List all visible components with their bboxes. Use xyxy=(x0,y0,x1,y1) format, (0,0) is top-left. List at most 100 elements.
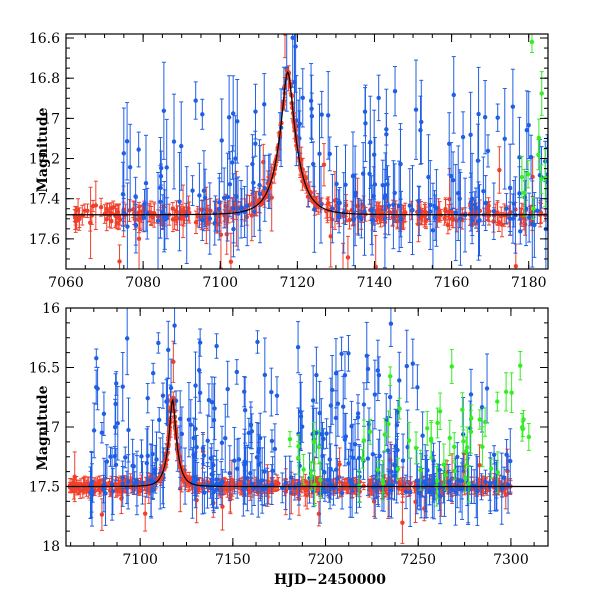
data-point xyxy=(434,205,439,211)
data-point xyxy=(491,209,497,214)
y-tick-label: 17.6 xyxy=(29,232,60,248)
data-point xyxy=(177,199,182,204)
data-point xyxy=(539,91,544,96)
data-point xyxy=(468,392,474,397)
data-point xyxy=(384,132,389,137)
data-point xyxy=(365,456,371,461)
data-point xyxy=(202,490,207,495)
data-point xyxy=(250,161,255,167)
data-point xyxy=(230,160,235,165)
data-point xyxy=(115,421,120,426)
data-point xyxy=(539,176,544,182)
data-point xyxy=(290,35,295,41)
data-point xyxy=(74,215,79,221)
data-point xyxy=(133,194,138,199)
data-point xyxy=(133,222,138,228)
data-point xyxy=(328,234,333,239)
data-point xyxy=(526,122,531,128)
data-point xyxy=(458,216,463,222)
data-point xyxy=(225,487,230,493)
data-point xyxy=(443,208,448,214)
data-point xyxy=(393,444,398,449)
data-point xyxy=(450,178,456,183)
data-point xyxy=(227,182,233,187)
data-point xyxy=(218,232,224,237)
x-tick-label: 7120 xyxy=(280,275,316,291)
data-point xyxy=(200,218,205,223)
data-point xyxy=(145,453,150,459)
data-point xyxy=(507,216,513,221)
data-point xyxy=(392,190,397,196)
data-point xyxy=(382,216,388,221)
y-tick-label: 17.4 xyxy=(29,192,60,208)
data-point xyxy=(472,202,478,207)
data-point xyxy=(394,423,400,428)
data-point xyxy=(346,351,351,356)
data-point xyxy=(120,192,126,197)
data-point xyxy=(245,203,250,209)
data-point xyxy=(545,179,548,185)
data-point xyxy=(164,165,169,170)
x-tick-label: 7180 xyxy=(511,275,547,291)
data-point xyxy=(476,218,481,224)
data-point xyxy=(380,183,385,188)
data-point xyxy=(387,394,393,400)
data-point xyxy=(201,188,207,193)
data-point xyxy=(221,195,227,201)
data-point xyxy=(507,185,513,191)
data-point xyxy=(304,493,310,498)
data-point xyxy=(404,363,409,369)
data-point xyxy=(300,95,305,101)
data-point xyxy=(105,208,110,214)
data-point xyxy=(211,463,216,468)
data-point xyxy=(319,112,324,117)
data-point xyxy=(350,173,356,179)
data-point xyxy=(499,222,505,227)
data-point xyxy=(123,455,128,460)
data-point xyxy=(524,127,530,133)
data-point xyxy=(110,489,116,494)
data-point xyxy=(325,113,331,118)
data-point xyxy=(251,209,257,215)
data-point xyxy=(98,205,104,210)
data-point xyxy=(88,220,93,225)
data-point xyxy=(485,148,491,154)
data-point xyxy=(535,208,540,213)
data-point xyxy=(205,438,210,444)
data-point xyxy=(410,207,415,213)
data-point xyxy=(475,158,481,163)
data-point xyxy=(212,220,217,226)
data-point xyxy=(468,132,473,137)
data-point xyxy=(190,188,195,193)
data-point xyxy=(186,417,192,422)
x-tick-label: 7140 xyxy=(357,275,393,291)
data-point xyxy=(457,196,462,201)
data-point xyxy=(99,512,105,517)
data-point xyxy=(352,442,358,447)
data-point xyxy=(139,454,144,459)
data-point xyxy=(451,92,456,98)
data-point xyxy=(148,210,154,215)
data-point xyxy=(417,209,422,214)
data-point xyxy=(392,88,398,94)
data-point xyxy=(314,372,319,378)
data-point xyxy=(324,431,329,436)
data-point xyxy=(518,229,523,234)
data-point xyxy=(239,205,245,210)
data-point xyxy=(356,214,361,220)
data-point xyxy=(511,201,517,206)
data-point xyxy=(413,107,419,112)
data-point xyxy=(155,218,161,224)
data-point xyxy=(193,98,198,103)
data-point xyxy=(336,214,342,220)
x-tick-label: 7100 xyxy=(202,275,238,291)
data-point xyxy=(469,196,475,201)
data-point xyxy=(445,222,451,228)
data-point xyxy=(253,141,258,146)
data-point xyxy=(171,359,176,364)
data-point xyxy=(208,208,213,213)
data-point xyxy=(136,147,141,152)
data-point xyxy=(136,236,142,241)
data-point xyxy=(228,259,234,265)
